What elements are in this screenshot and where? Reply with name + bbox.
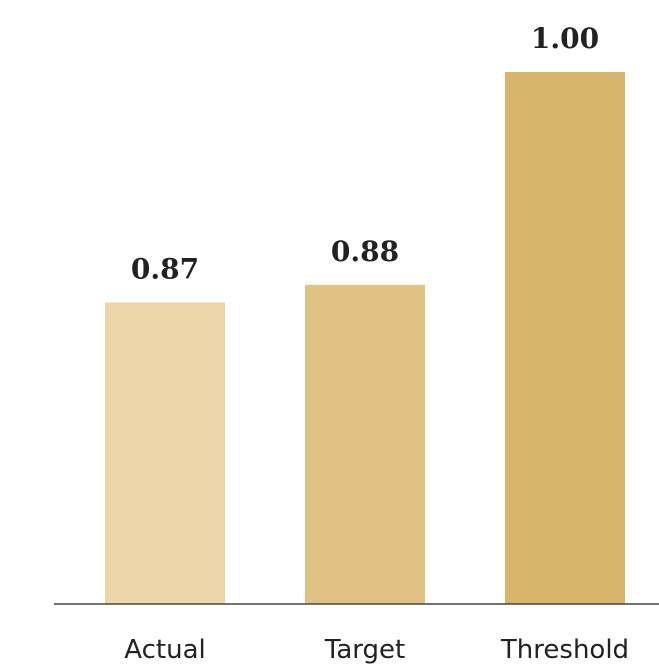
value-labels-group: 0.87 0.88 1.00: [131, 22, 599, 286]
bar-actual: [105, 302, 225, 604]
x-tick-label-actual: Actual: [124, 635, 205, 665]
value-label-target: 0.88: [331, 235, 399, 268]
x-tick-label-target: Target: [324, 635, 405, 665]
bar-target: [305, 284, 425, 604]
x-tick-labels-group: Actual Target Threshold: [124, 635, 629, 665]
value-label-threshold: 1.00: [531, 22, 599, 55]
bars-group: [105, 72, 625, 604]
x-tick-label-threshold: Threshold: [500, 635, 629, 665]
value-label-actual: 0.87: [131, 253, 199, 286]
bar-threshold: [505, 72, 625, 604]
